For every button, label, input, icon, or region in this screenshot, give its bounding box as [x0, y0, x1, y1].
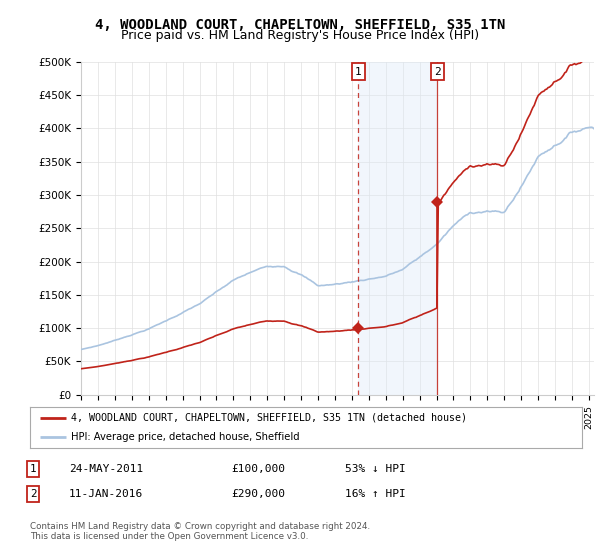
Text: 53% ↓ HPI: 53% ↓ HPI: [345, 464, 406, 474]
Text: 4, WOODLAND COURT, CHAPELTOWN, SHEFFIELD, S35 1TN: 4, WOODLAND COURT, CHAPELTOWN, SHEFFIELD…: [95, 18, 505, 32]
Text: 16% ↑ HPI: 16% ↑ HPI: [345, 489, 406, 499]
Text: £290,000: £290,000: [231, 489, 285, 499]
Bar: [358, 62, 437, 395]
Text: 24-MAY-2011: 24-MAY-2011: [69, 464, 143, 474]
Text: Price paid vs. HM Land Registry's House Price Index (HPI): Price paid vs. HM Land Registry's House …: [121, 29, 479, 42]
Text: £100,000: £100,000: [231, 464, 285, 474]
Text: HPI: Average price, detached house, Sheffield: HPI: Average price, detached house, Shef…: [71, 432, 300, 442]
Text: 4, WOODLAND COURT, CHAPELTOWN, SHEFFIELD, S35 1TN (detached house): 4, WOODLAND COURT, CHAPELTOWN, SHEFFIELD…: [71, 413, 467, 423]
Text: Contains HM Land Registry data © Crown copyright and database right 2024.
This d: Contains HM Land Registry data © Crown c…: [30, 522, 370, 542]
Text: 2: 2: [434, 67, 440, 77]
Text: 1: 1: [355, 67, 362, 77]
Text: 2: 2: [30, 489, 36, 499]
Text: 11-JAN-2016: 11-JAN-2016: [69, 489, 143, 499]
Text: 1: 1: [30, 464, 36, 474]
